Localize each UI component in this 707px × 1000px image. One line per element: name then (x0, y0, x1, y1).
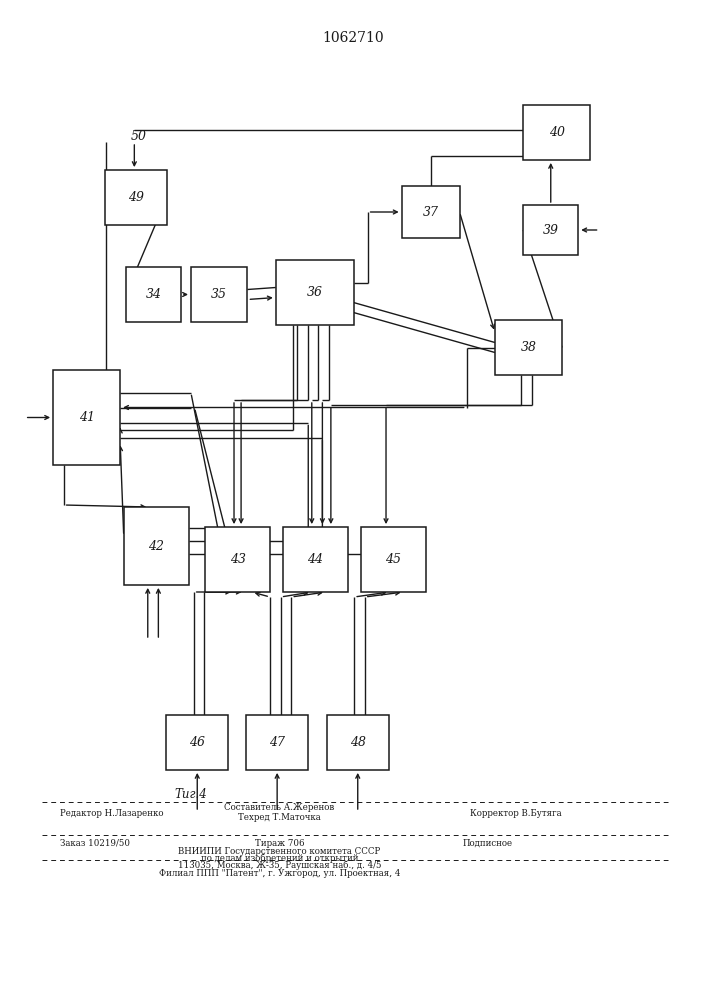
Text: Тираж 706: Тираж 706 (255, 838, 304, 848)
Bar (523, 205, 578, 255)
Text: 35: 35 (211, 288, 227, 301)
Text: 37: 37 (423, 206, 438, 219)
Bar (246, 715, 308, 770)
Bar (126, 267, 181, 322)
Bar (283, 527, 348, 592)
Bar (361, 527, 426, 592)
Text: 1062710: 1062710 (322, 31, 385, 45)
Text: 46: 46 (189, 736, 205, 749)
Bar (105, 170, 167, 225)
Text: Редактор Н.Лазаренко: Редактор Н.Лазаренко (60, 810, 163, 818)
Text: Корректор В.Бутяга: Корректор В.Бутяга (470, 810, 562, 818)
Bar (402, 186, 460, 238)
Text: ВНИИПИ Государственного комитета СССР: ВНИИПИ Государственного комитета СССР (178, 846, 380, 856)
Text: 42: 42 (148, 540, 164, 552)
Text: 113035, Москва, Ж-35, Раушская наб., д. 4/5: 113035, Москва, Ж-35, Раушская наб., д. … (177, 860, 381, 870)
Text: по делам изобретений и открытий: по делам изобретений и открытий (201, 853, 358, 863)
Bar (276, 260, 354, 325)
Text: 38: 38 (520, 341, 537, 354)
Text: 43: 43 (230, 553, 245, 566)
Text: 41: 41 (78, 411, 95, 424)
Text: 36: 36 (307, 286, 322, 299)
Text: 39: 39 (543, 224, 559, 236)
Text: Τиг.4: Τиг.4 (175, 788, 207, 800)
Text: 34: 34 (146, 288, 161, 301)
Text: 40: 40 (549, 126, 565, 139)
Text: Заказ 10219/50: Заказ 10219/50 (60, 838, 130, 848)
Text: Подписное: Подписное (463, 838, 513, 848)
Bar (205, 527, 270, 592)
Bar (495, 320, 562, 375)
Bar (327, 715, 389, 770)
Text: 50: 50 (131, 130, 147, 143)
Text: Составитель А.Жеренов: Составитель А.Жеренов (224, 804, 334, 812)
Text: Филиал ППП "Патент", г. Ужгород, ул. Проектная, 4: Филиал ППП "Патент", г. Ужгород, ул. Про… (158, 869, 400, 879)
Bar (523, 105, 590, 160)
Text: Техред Т.Маточка: Техред Т.Маточка (238, 812, 321, 822)
Bar (191, 267, 247, 322)
Text: 48: 48 (350, 736, 366, 749)
Bar (166, 715, 228, 770)
Text: 44: 44 (308, 553, 323, 566)
Text: 45: 45 (385, 553, 401, 566)
Text: 47: 47 (269, 736, 285, 749)
Bar (124, 507, 189, 585)
Bar (53, 370, 120, 465)
Text: 49: 49 (128, 191, 144, 204)
